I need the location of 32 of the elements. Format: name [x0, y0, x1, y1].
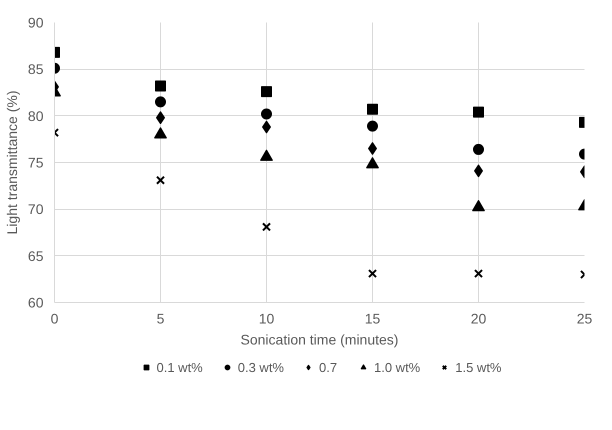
point: [474, 269, 484, 278]
y-tick-label: 80: [28, 108, 44, 124]
x-tick-label: 20: [470, 310, 486, 326]
point: [473, 106, 484, 118]
x-tick-label: 5: [156, 310, 165, 326]
legend-label: 0.1 wt%: [156, 360, 203, 374]
y-tick-label: 85: [28, 61, 44, 78]
legend-label: 1.5 wt%: [455, 360, 502, 374]
y-axis-title: Light transmittance (%): [4, 90, 20, 234]
x-tick-label: 15: [364, 310, 380, 326]
legend-label: 1.0 wt%: [374, 360, 420, 374]
y-tick-label: 75: [28, 154, 44, 170]
point: [155, 96, 166, 108]
x-tick-label: 0: [50, 310, 59, 326]
point: [262, 222, 272, 232]
x-tick-label: 10: [258, 310, 274, 326]
point: [155, 80, 166, 92]
legend-label: 0.7: [319, 360, 338, 374]
point: [368, 269, 378, 278]
y-tick-label: 65: [28, 248, 44, 264]
x-tick-label: 25: [576, 310, 592, 326]
legend-label: 0.3 wt%: [238, 360, 284, 374]
point: [156, 176, 166, 185]
point: [367, 120, 378, 132]
y-tick-label: 60: [28, 294, 44, 310]
point: [367, 104, 378, 115]
point: [261, 86, 272, 98]
x-axis-title: Sonication time (minutes): [240, 332, 398, 348]
y-tick-label: 70: [28, 201, 44, 218]
point: [473, 144, 484, 155]
point: [261, 108, 272, 120]
y-tick-label: 90: [28, 14, 44, 30]
